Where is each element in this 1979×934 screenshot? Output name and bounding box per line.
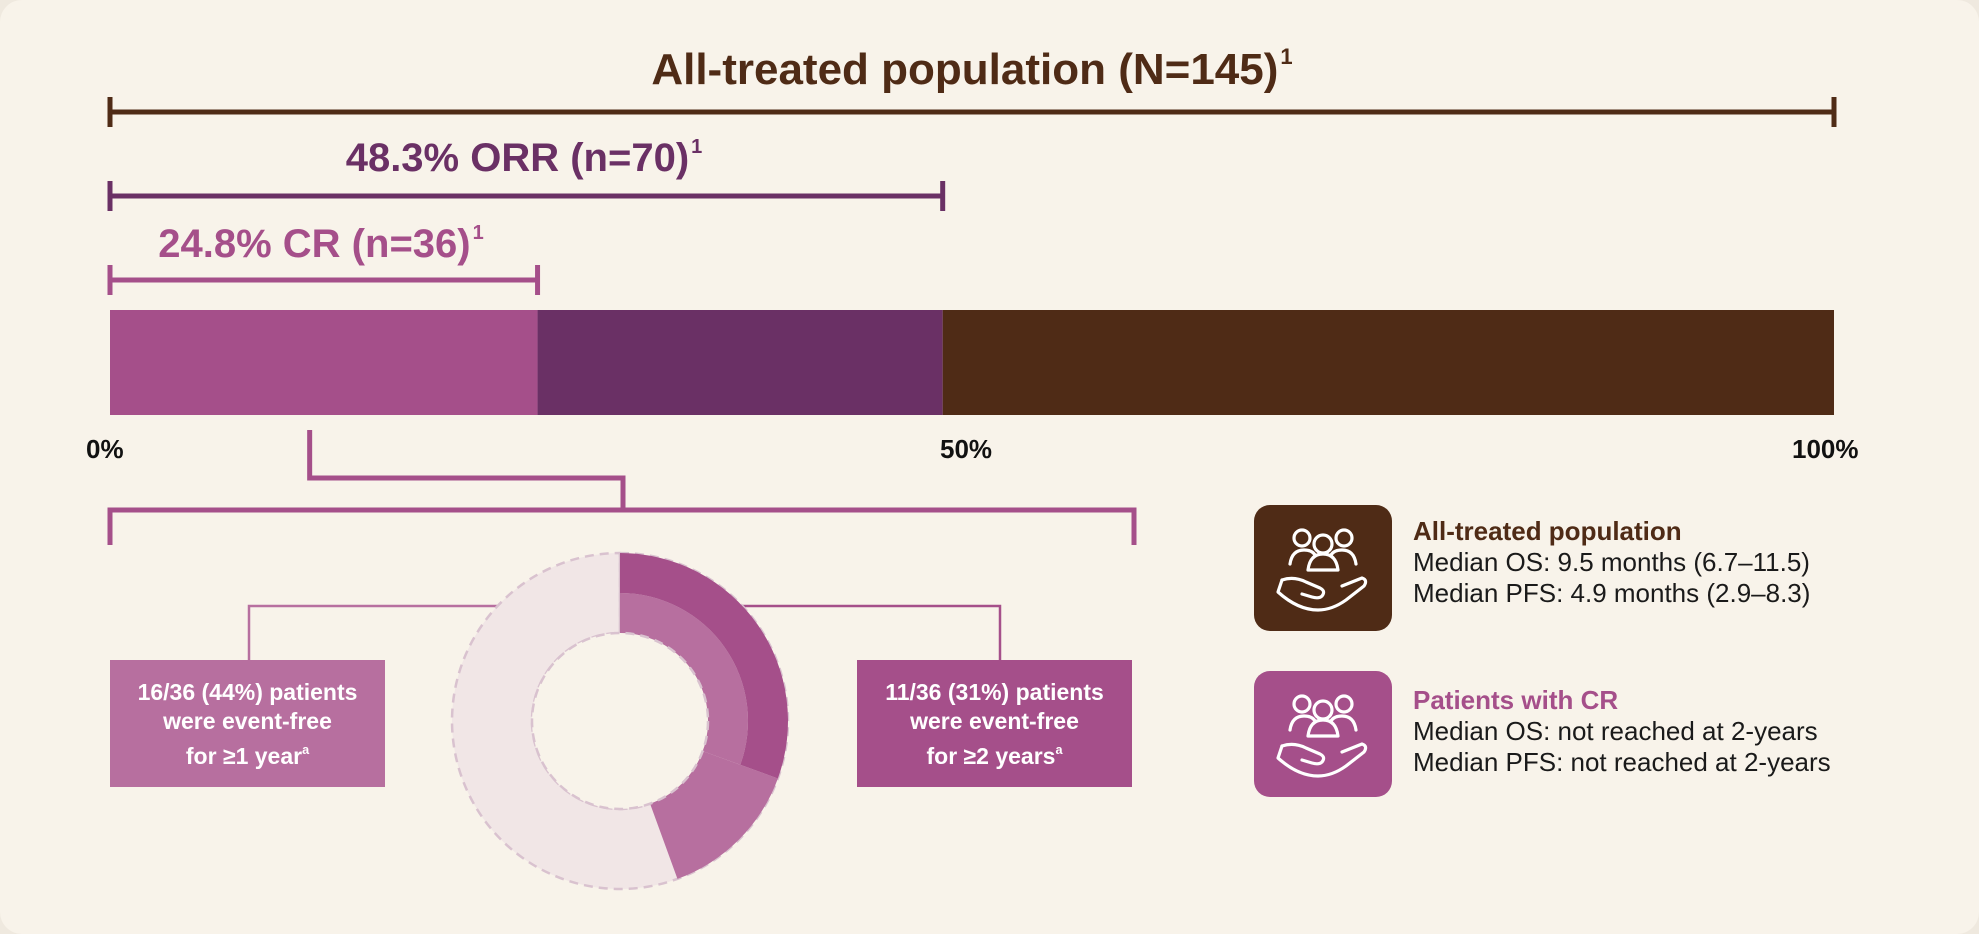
split-bracket (107, 507, 1137, 545)
cr-title: Patients with CR (1413, 685, 1619, 715)
leader-right (620, 604, 1002, 660)
callout-line: for ≥2 yearsa (926, 743, 1063, 770)
bracket-0 (107, 97, 1837, 127)
group-brackets (107, 97, 1837, 295)
callout-line: 16/36 (44%) patients (137, 679, 358, 705)
bar-segment-1 (537, 310, 943, 415)
stacked-bar (110, 310, 1834, 415)
connector-down (307, 430, 626, 510)
all-treated-os: Median OS: 9.5 months (6.7–11.5) (1413, 547, 1810, 577)
all-treated-pfs: Median PFS: 4.9 months (2.9–8.3) (1413, 578, 1811, 608)
tick-label-100: 100% (1792, 434, 1859, 464)
footnote-a: a (1055, 743, 1063, 757)
all-treated-info: All-treated population Median OS: 9.5 mo… (1413, 516, 1810, 609)
people-in-hand-icon (1254, 505, 1392, 631)
footnote-1: 1 (1280, 44, 1293, 69)
donut-hole (530, 631, 710, 811)
all-treated-title: All-treated population (1413, 516, 1682, 546)
tick-label-50: 50% (940, 434, 993, 464)
cr-pfs: Median PFS: not reached at 2-years (1413, 747, 1831, 777)
footnote-1: 1 (472, 222, 484, 244)
donut-inner-ring (620, 593, 748, 765)
callout-line: were event-free (163, 708, 332, 734)
all-treated-heading: All-treated population (N=145)1 (651, 44, 1293, 94)
bar-segment-0 (110, 310, 538, 415)
people-in-hand-icon (1254, 671, 1392, 797)
footnote-1: 1 (691, 136, 703, 158)
bracket-1 (107, 181, 946, 211)
cr-os: Median OS: not reached at 2-years (1413, 716, 1818, 746)
footnote-a: a (302, 743, 310, 757)
cr-heading: 24.8% CR (n=36) 1 (158, 222, 484, 266)
event-free-1yr-callout: 16/36 (44%) patients were event-free for… (110, 660, 385, 787)
callout-line: 11/36 (31%) patients (885, 679, 1104, 705)
donut-1yr-slice (650, 751, 778, 879)
callout-line: were event-free (910, 708, 1079, 734)
orr-heading: 48.3% ORR (n=70) 1 (345, 136, 703, 180)
donut-2yr-slice (620, 553, 789, 779)
event-free-2yr-callout: 11/36 (31%) patients were event-free for… (857, 660, 1132, 787)
bracket-2 (107, 265, 541, 295)
event-free-donut (450, 551, 790, 891)
cr-connectors (107, 430, 1137, 660)
tick-label-0: 0% (86, 434, 124, 464)
callout-line: for ≥1 yeara (185, 743, 310, 770)
bar-segment-2 (942, 310, 1834, 415)
cr-info: Patients with CR Median OS: not reached … (1413, 685, 1831, 778)
